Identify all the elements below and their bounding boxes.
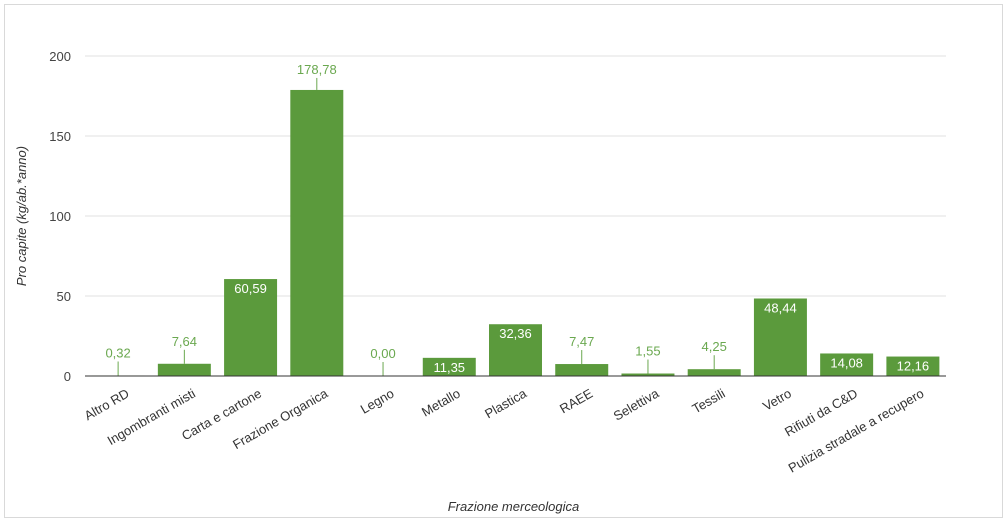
bar [489,324,542,376]
data-label: 48,44 [764,300,797,315]
bar [555,364,609,376]
x-category-label: Altro RD [82,386,132,424]
bars [91,89,940,377]
x-category-label: Vetro [760,386,794,414]
x-category-label: RAEE [557,385,595,416]
y-tick-label: 100 [49,209,71,224]
data-label: 7,47 [569,334,594,349]
data-label: 0,32 [105,345,130,360]
data-label: 60,59 [234,281,267,296]
x-category-label: Legno [358,386,397,417]
data-label: 0,00 [370,346,395,361]
y-tick-label: 200 [49,49,71,64]
data-label: 178,78 [297,62,337,77]
y-axis-ticks: 0 50 100 150 200 [49,49,71,384]
y-tick-label: 0 [64,369,71,384]
bar [290,89,344,377]
x-category-label: Plastica [482,385,530,421]
chart-frame [4,4,1003,518]
bar [621,373,675,376]
x-category-label: Selettiva [611,385,662,423]
bar [687,369,741,376]
bar [886,356,940,376]
data-labels: 0,32 7,64 60,59 178,78 0,00 11,35 32,36 7,47 1,5… [105,62,929,376]
bar [224,279,278,376]
data-label: 12,16 [897,359,930,374]
x-axis-title: Frazione merceologica [448,499,580,514]
bar [820,353,874,376]
data-label: 1,55 [635,344,660,359]
data-label: 4,25 [702,339,727,354]
y-tick-label: 150 [49,129,71,144]
y-tick-label: 50 [57,289,71,304]
bar [422,357,476,376]
grid-lines [85,55,946,297]
x-category-label: Metallo [419,386,463,420]
x-category-label: Tessili [690,386,728,417]
data-label: 11,35 [433,360,465,375]
data-label: 32,36 [499,326,532,341]
bar [753,298,807,376]
bar [157,363,211,376]
y-axis-title: Pro capite (kg/ab.*anno) [14,146,29,286]
data-label: 7,64 [172,334,197,349]
data-label: 14,08 [830,355,863,370]
